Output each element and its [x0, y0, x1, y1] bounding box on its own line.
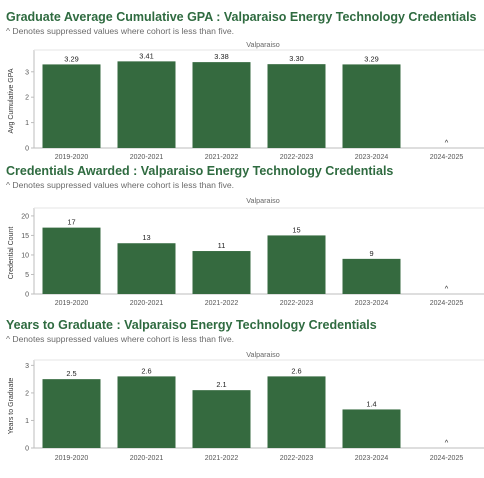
- bar: [192, 62, 251, 148]
- y-tick-label: 5: [25, 272, 29, 279]
- data-label: 3.30: [289, 54, 303, 63]
- bar: [117, 376, 176, 448]
- data-label: 3.38: [214, 52, 228, 61]
- suppressed-marker: ^: [445, 438, 449, 447]
- y-axis-title: Avg Cumulative GPA: [8, 68, 15, 133]
- x-tick-label: 2021-2022: [205, 300, 239, 307]
- bar: [117, 61, 176, 148]
- y-tick-label: 3: [25, 363, 29, 370]
- data-label: 3.29: [64, 54, 78, 63]
- x-tick-label: 2019-2020: [55, 300, 89, 307]
- facet-label: Valparaiso: [246, 40, 280, 49]
- data-label: 17: [67, 218, 75, 227]
- chart-subtitle: ^ Denotes suppressed values where cohort…: [6, 180, 235, 190]
- bar: [192, 251, 251, 294]
- suppressed-marker: ^: [445, 284, 449, 293]
- x-tick-label: 2022-2023: [280, 300, 314, 307]
- bar: [267, 64, 326, 148]
- data-label: 1.4: [366, 399, 376, 408]
- y-tick-label: 10: [21, 252, 29, 259]
- chart-subtitle: ^ Denotes suppressed values where cohort…: [6, 334, 235, 344]
- data-label: 11: [218, 241, 226, 250]
- x-tick-label: 2022-2023: [280, 154, 314, 161]
- data-label: 2.5: [66, 369, 76, 378]
- bar: [342, 409, 401, 448]
- x-tick-label: 2024-2025: [430, 455, 464, 462]
- chart-title: Graduate Average Cumulative GPA : Valpar…: [6, 10, 477, 24]
- facet-label: Valparaiso: [246, 196, 280, 205]
- x-tick-label: 2024-2025: [430, 300, 464, 307]
- data-label: 2.6: [141, 366, 151, 375]
- y-tick-label: 2: [25, 390, 29, 397]
- y-axis-title: Credential Count: [8, 227, 15, 280]
- x-tick-label: 2021-2022: [205, 154, 239, 161]
- bar: [192, 390, 251, 448]
- bar: [267, 235, 326, 294]
- years-chart-plot: Years to Graduate 0 1 2 3 2.5 2019-2020 2.6 2020…: [8, 359, 484, 462]
- suppressed-marker: ^: [445, 138, 449, 147]
- facet-label: Valparaiso: [246, 350, 280, 359]
- x-tick-label: 2023-2024: [355, 154, 389, 161]
- data-label: 2.1: [216, 380, 226, 389]
- chart-subtitle: ^ Denotes suppressed values where cohort…: [6, 26, 235, 36]
- y-tick-label: 3: [25, 69, 29, 76]
- x-tick-label: 2021-2022: [205, 455, 239, 462]
- x-tick-label: 2022-2023: [280, 455, 314, 462]
- x-tick-label: 2024-2025: [430, 154, 464, 161]
- bar: [342, 64, 401, 148]
- bar: [342, 258, 401, 294]
- bar: [117, 243, 176, 294]
- y-tick-label: 0: [25, 292, 29, 299]
- x-tick-label: 2020-2021: [130, 154, 164, 161]
- credentials-chart-plot: Credential Count 0 5 10 15 20 17 2019-2020 13 202…: [8, 207, 484, 307]
- data-label: 9: [369, 249, 373, 258]
- data-label: 2.6: [291, 366, 301, 375]
- y-axis-title: Years to Graduate: [8, 378, 15, 435]
- y-tick-label: 2: [25, 95, 29, 102]
- chart-title: Years to Graduate : Valparaiso Energy Te…: [6, 318, 377, 332]
- x-tick-label: 2019-2020: [55, 455, 89, 462]
- gpa-chart-plot: Avg Cumulative GPA 0 1 2 3 3.29 2019-2020 3.41 2…: [8, 49, 484, 161]
- x-tick-label: 2020-2021: [130, 300, 164, 307]
- bar: [42, 227, 101, 294]
- data-label: 3.29: [364, 54, 378, 63]
- y-tick-label: 0: [25, 446, 29, 453]
- x-tick-label: 2019-2020: [55, 154, 89, 161]
- chart-title: Credentials Awarded : Valparaiso Energy …: [6, 164, 394, 178]
- y-tick-label: 1: [25, 120, 29, 127]
- data-label: 13: [142, 233, 150, 242]
- bar: [42, 64, 101, 148]
- data-label: 15: [292, 225, 300, 234]
- y-tick-label: 15: [21, 233, 29, 240]
- x-tick-label: 2023-2024: [355, 300, 389, 307]
- bar: [267, 376, 326, 448]
- data-label: 3.41: [139, 51, 153, 60]
- y-tick-label: 1: [25, 418, 29, 425]
- y-tick-label: 0: [25, 146, 29, 153]
- y-tick-label: 20: [21, 213, 29, 220]
- x-tick-label: 2023-2024: [355, 455, 389, 462]
- x-tick-label: 2020-2021: [130, 455, 164, 462]
- bar: [42, 379, 101, 448]
